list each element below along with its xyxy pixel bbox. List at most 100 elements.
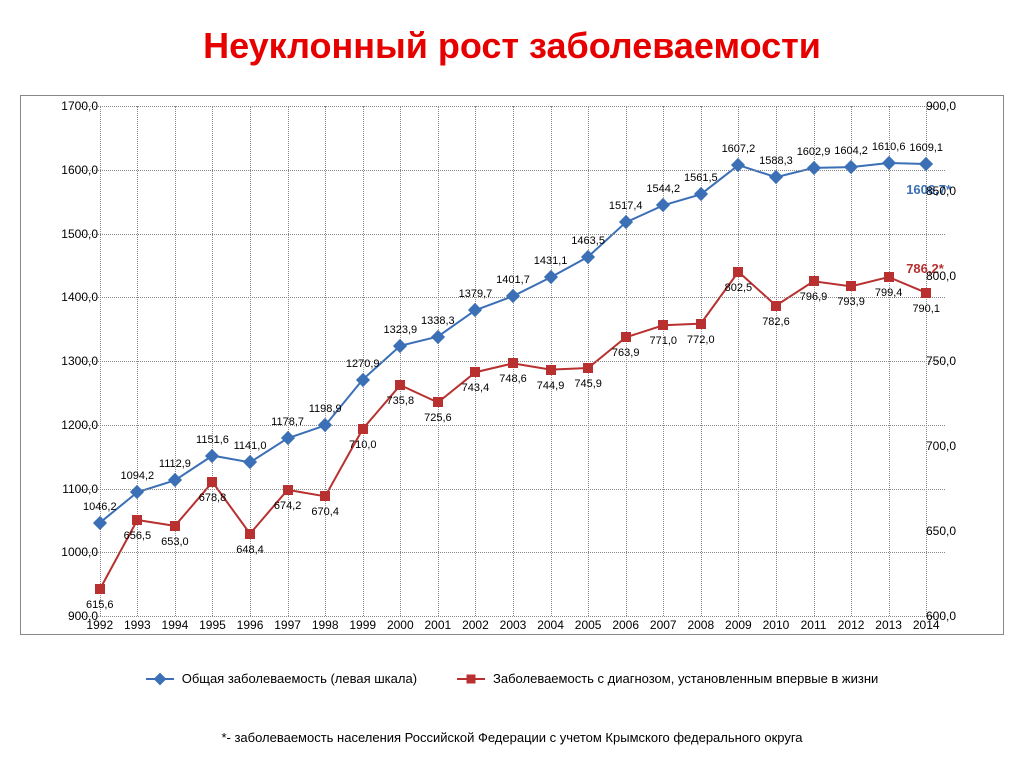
- y-right-tick: 650,0: [926, 524, 981, 538]
- data-label: 670,4: [311, 506, 339, 518]
- legend-swatch-1: [146, 678, 174, 680]
- x-tick: 1993: [124, 618, 151, 632]
- data-label: 1046,2: [83, 501, 117, 513]
- data-label: 796,9: [800, 291, 828, 303]
- data-marker: [809, 276, 819, 286]
- x-tick: 2009: [725, 618, 752, 632]
- legend-swatch-2: [457, 678, 485, 680]
- legend-item-1: Общая заболеваемость (левая шкала): [146, 671, 417, 686]
- data-marker: [207, 477, 217, 487]
- x-tick: 1997: [274, 618, 301, 632]
- x-tick: 1994: [162, 618, 189, 632]
- data-label: 1588,3: [759, 155, 793, 167]
- data-marker: [395, 380, 405, 390]
- data-label: 1544,2: [646, 183, 680, 195]
- x-tick: 2006: [612, 618, 639, 632]
- y-right-tick: 800,0: [926, 269, 981, 283]
- data-label: 1112,9: [159, 458, 191, 470]
- data-label: 710,0: [349, 439, 377, 451]
- data-marker: [884, 272, 894, 282]
- data-label: 1602,9: [797, 146, 831, 158]
- x-tick: 2012: [838, 618, 865, 632]
- data-marker: [245, 529, 255, 539]
- y-left-tick: 1500,0: [43, 227, 98, 241]
- data-marker: [658, 320, 668, 330]
- data-label: 782,6: [762, 316, 790, 328]
- x-tick: 2010: [763, 618, 790, 632]
- data-label: 1610,6: [872, 141, 906, 153]
- x-tick: 2004: [537, 618, 564, 632]
- x-tick: 2002: [462, 618, 489, 632]
- data-label: 1561,5: [684, 172, 718, 184]
- data-marker: [546, 365, 556, 375]
- x-tick: 2007: [650, 618, 677, 632]
- x-tick: 2013: [875, 618, 902, 632]
- legend-item-2: Заболеваемость с диагнозом, установленны…: [457, 671, 878, 686]
- y-right-tick: 900,0: [926, 99, 981, 113]
- data-label: 1431,1: [534, 255, 568, 267]
- data-marker: [621, 332, 631, 342]
- data-label: 1379,7: [459, 288, 493, 300]
- data-label: 743,4: [462, 382, 490, 394]
- data-marker: [771, 301, 781, 311]
- data-label: 1094,2: [121, 470, 155, 482]
- data-label: 1609,1: [909, 142, 943, 154]
- data-marker: [95, 584, 105, 594]
- legend: Общая заболеваемость (левая шкала) Забол…: [21, 671, 1003, 686]
- data-label: 1607,2: [722, 143, 756, 155]
- data-label: 1178,7: [271, 416, 304, 428]
- data-label: 772,0: [687, 334, 715, 346]
- data-marker: [433, 397, 443, 407]
- data-label: 763,9: [612, 347, 640, 359]
- x-tick: 2001: [425, 618, 452, 632]
- legend-label-1: Общая заболеваемость (левая шкала): [182, 671, 417, 686]
- x-tick: 2008: [687, 618, 714, 632]
- y-left-tick: 1400,0: [43, 290, 98, 304]
- data-label: 735,8: [387, 395, 415, 407]
- data-label: 799,4: [875, 287, 903, 299]
- data-label: 674,2: [274, 500, 302, 512]
- x-tick: 1999: [349, 618, 376, 632]
- y-left-tick: 1100,0: [43, 482, 98, 496]
- data-label: 790,1: [912, 303, 940, 315]
- x-tick: 2011: [801, 618, 827, 632]
- data-label: 656,5: [124, 530, 152, 542]
- y-left-tick: 1700,0: [43, 99, 98, 113]
- data-label: 793,9: [837, 296, 865, 308]
- page-title: Неуклонный рост заболеваемости: [0, 0, 1024, 87]
- plot-area: 1046,21094,21112,91151,61141,01178,71198…: [81, 106, 945, 616]
- data-marker: [696, 319, 706, 329]
- data-label: 1270,9: [346, 358, 380, 370]
- data-marker: [320, 491, 330, 501]
- data-label: 748,6: [499, 373, 527, 385]
- data-label: 1141,0: [234, 440, 267, 452]
- data-label: 653,0: [161, 536, 189, 548]
- data-marker: [283, 485, 293, 495]
- y-left-tick: 1000,0: [43, 545, 98, 559]
- data-label: 1323,9: [383, 324, 417, 336]
- data-marker: [358, 424, 368, 434]
- chart-container: 1046,21094,21112,91151,61141,01178,71198…: [20, 95, 1004, 635]
- x-tick: 1998: [312, 618, 339, 632]
- data-label: 802,5: [725, 282, 753, 294]
- data-label: 1151,6: [196, 434, 229, 446]
- y-left-tick: 1600,0: [43, 163, 98, 177]
- x-tick: 1995: [199, 618, 226, 632]
- data-label: 744,9: [537, 380, 565, 392]
- y-left-tick: 1200,0: [43, 418, 98, 432]
- y-right-tick: 750,0: [926, 354, 981, 368]
- x-tick: 2003: [500, 618, 527, 632]
- x-tick: 1996: [237, 618, 264, 632]
- x-tick: 1992: [86, 618, 113, 632]
- footnote: *- заболеваемость населения Российской Ф…: [0, 730, 1024, 745]
- data-label: 725,6: [424, 412, 452, 424]
- data-marker: [583, 363, 593, 373]
- data-label: 1401,7: [496, 274, 530, 286]
- x-tick: 2005: [575, 618, 602, 632]
- data-label: 1517,4: [609, 200, 643, 212]
- data-marker: [470, 367, 480, 377]
- y-right-tick: 850,0: [926, 184, 981, 198]
- data-marker: [508, 358, 518, 368]
- data-marker: [921, 288, 931, 298]
- data-label: 745,9: [574, 378, 602, 390]
